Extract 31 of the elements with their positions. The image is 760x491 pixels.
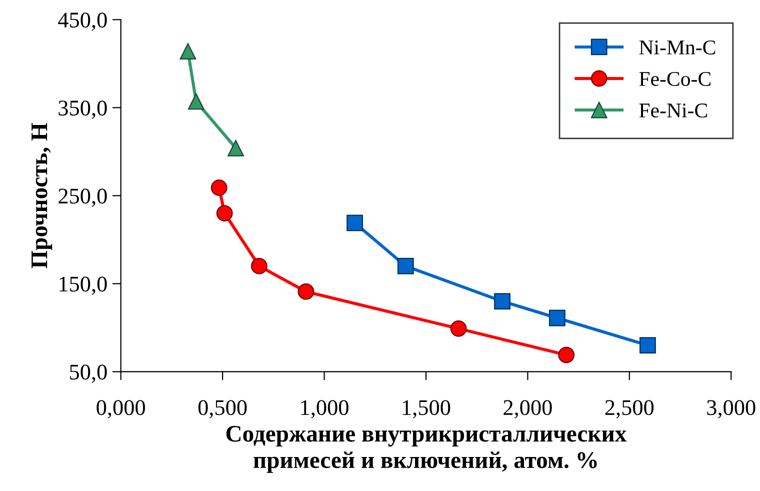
point: [548, 310, 566, 326]
y-tick-label: 450,0: [58, 12, 107, 31]
x-tick-label: 0,500: [198, 400, 247, 418]
x-tick-label: 2,500: [605, 400, 654, 418]
point: [180, 43, 196, 60]
x-tick-label: 1,500: [402, 400, 450, 418]
y-tick-label: 350,0: [58, 100, 107, 119]
legend-label: Fe-Ni-C: [639, 104, 707, 118]
x-tick-label: 0,000: [96, 400, 145, 418]
y-tick-label: 250,0: [58, 188, 107, 207]
x-tick-label: 1,000: [301, 400, 348, 418]
point: [640, 337, 656, 354]
legend-label: Ni-Mn-C: [639, 40, 716, 54]
point: [397, 258, 414, 274]
point: [216, 205, 233, 222]
legend-label: Fe-Co-C: [639, 72, 710, 86]
y-tick-label: 50,0: [70, 364, 107, 383]
point: [450, 320, 467, 337]
point: [210, 180, 228, 196]
y-axis-title: Прочность, Н: [32, 122, 52, 268]
y-tick-label: 150,0: [60, 276, 107, 295]
point: [558, 346, 575, 364]
point: [250, 258, 268, 274]
x-axis-title: Содержание внутрикристаллических примесей и включений, атом. %: [226, 426, 627, 473]
point: [346, 214, 363, 232]
x-tick-label: 2,000: [504, 400, 552, 418]
point: [228, 140, 244, 156]
point: [494, 293, 510, 310]
point: [298, 283, 314, 300]
x-tick-label: 3,000: [707, 400, 756, 418]
point: [188, 93, 204, 110]
